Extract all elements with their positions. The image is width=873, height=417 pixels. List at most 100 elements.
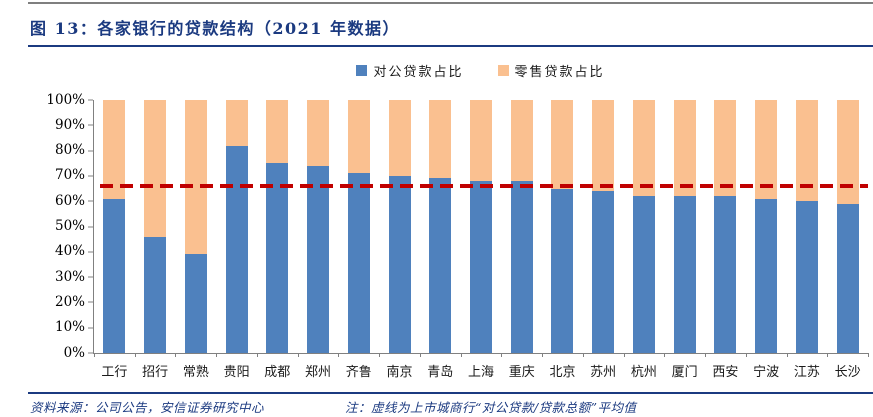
- bar-stack: [225, 100, 248, 353]
- x-axis-tick-mark: [419, 353, 421, 357]
- legend-item-retail: 零售贷款占比: [497, 61, 605, 80]
- bar-segment-对公贷款占比: [755, 198, 778, 353]
- bar-segment-对公贷款占比: [592, 191, 615, 353]
- x-axis-label-杭州: 杭州: [630, 365, 657, 380]
- y-axis-tick-label: 100%: [46, 91, 85, 108]
- bar-segment-零售贷款占比: [755, 100, 778, 199]
- y-axis-tick-label: 20%: [54, 293, 85, 310]
- x-axis-label-工行: 工行: [101, 365, 128, 380]
- bar-segment-对公贷款占比: [673, 196, 696, 353]
- bar-segment-零售贷款占比: [551, 100, 574, 189]
- bar-招行: [135, 100, 176, 353]
- bar-南京: [379, 100, 420, 353]
- figure-title: 图 13：各家银行的贷款结构（2021 年数据）: [30, 19, 400, 38]
- y-axis-tick-label: 90%: [54, 116, 85, 133]
- bar-stack: [469, 100, 492, 353]
- bar-厦门: [664, 100, 705, 353]
- chart-legend: 对公贷款占比 零售贷款占比: [93, 61, 868, 80]
- bar-segment-对公贷款占比: [103, 198, 126, 353]
- bar-segment-对公贷款占比: [551, 188, 574, 353]
- bar-segment-零售贷款占比: [592, 100, 615, 192]
- x-axis-label-成都: 成都: [264, 365, 291, 380]
- bar-segment-零售贷款占比: [632, 100, 655, 197]
- x-axis-label-厦门: 厦门: [671, 365, 698, 380]
- bar-stack: [307, 100, 330, 353]
- bar-segment-对公贷款占比: [347, 173, 370, 353]
- bar-郑州: [298, 100, 339, 353]
- x-axis-label-南京: 南京: [386, 365, 413, 380]
- bar-segment-对公贷款占比: [388, 175, 411, 353]
- x-axis-label-贵阳: 贵阳: [223, 365, 250, 380]
- y-axis-tick-mark: [87, 175, 93, 177]
- bar-segment-零售贷款占比: [103, 100, 126, 199]
- y-axis-tick-label: 50%: [54, 217, 85, 234]
- bar-segment-对公贷款占比: [266, 163, 289, 353]
- x-axis-tick-mark: [664, 353, 666, 357]
- bar-stack: [755, 100, 778, 353]
- bar-segment-对公贷款占比: [632, 196, 655, 353]
- y-axis-tick-mark: [87, 301, 93, 303]
- y-axis-tick-label: 70%: [54, 167, 85, 184]
- bar-长沙: [827, 100, 868, 353]
- x-axis-tick-mark: [94, 353, 95, 357]
- bar-stack: [429, 100, 452, 353]
- bar-segment-对公贷款占比: [307, 165, 330, 353]
- x-axis-label-西安: 西安: [712, 365, 739, 380]
- legend-label-retail: 零售贷款占比: [514, 65, 605, 80]
- bar-stack: [388, 100, 411, 353]
- y-axis-tick-mark: [87, 99, 93, 101]
- y-axis-tick-mark: [87, 150, 93, 152]
- bar-贵阳: [216, 100, 257, 353]
- x-axis-tick-mark: [379, 353, 381, 357]
- bar-segment-对公贷款占比: [469, 180, 492, 353]
- bar-青岛: [420, 100, 461, 353]
- y-axis-tick-mark: [87, 200, 93, 202]
- bar-工行: [94, 100, 135, 353]
- legend-swatch-retail: [497, 65, 509, 76]
- bar-stack: [347, 100, 370, 353]
- bar-stack: [795, 100, 818, 353]
- bar-stack: [673, 100, 696, 353]
- x-axis-label-北京: 北京: [549, 365, 576, 380]
- x-axis-tick-mark: [542, 353, 544, 357]
- legend-item-corporate: 对公贷款占比: [356, 61, 463, 80]
- chart-plot-area: 工行 招行 常熟 贵阳 成都 郑州 齐鲁 南京 青岛 上海 重庆 北京 苏州 杭州 厦门 西安 宁波 江苏 长沙 0…: [46, 93, 869, 380]
- x-axis-label-江苏: 江苏: [793, 365, 820, 380]
- x-axis-labels: 工行 招行 常熟 贵阳 成都 郑州 齐鲁 南京 青岛 上海 重庆 北京 苏州 杭州 厦门 西安 宁波 江苏 长沙: [94, 361, 868, 380]
- bar-segment-对公贷款占比: [836, 203, 859, 353]
- footer-divider: [28, 392, 873, 394]
- bar-常熟: [175, 100, 216, 353]
- bar-segment-零售贷款占比: [347, 100, 370, 174]
- bar-segment-零售贷款占比: [714, 100, 737, 197]
- x-axis-tick-mark: [338, 353, 340, 357]
- bar-杭州: [624, 100, 665, 353]
- bar-segment-对公贷款占比: [795, 201, 818, 353]
- x-axis-label-招行: 招行: [142, 365, 169, 380]
- bar-segment-零售贷款占比: [836, 100, 859, 204]
- bar-成都: [257, 100, 298, 353]
- bar-series-container: [94, 100, 868, 353]
- bar-segment-对公贷款占比: [510, 180, 533, 353]
- bar-segment-对公贷款占比: [184, 254, 207, 353]
- x-axis-tick-mark: [134, 353, 136, 357]
- top-divider: [28, 2, 873, 4]
- x-axis-label-青岛: 青岛: [427, 365, 454, 380]
- y-axis-tick-mark: [87, 251, 93, 253]
- title-divider: [28, 45, 873, 47]
- bar-stack: [632, 100, 655, 353]
- bar-segment-零售贷款占比: [266, 100, 289, 164]
- bar-segment-零售贷款占比: [144, 100, 167, 237]
- x-axis-label-常熟: 常熟: [182, 365, 209, 380]
- bar-segment-零售贷款占比: [795, 100, 818, 202]
- x-axis-tick-mark: [460, 353, 462, 357]
- bar-齐鲁: [338, 100, 379, 353]
- bar-stack: [551, 100, 574, 353]
- bar-segment-对公贷款占比: [144, 236, 167, 353]
- bar-重庆: [501, 100, 542, 353]
- source-note: 资料来源：公司公告，安信证券研究中心: [30, 400, 265, 415]
- average-dashed-line: [100, 184, 868, 189]
- x-axis-label-宁波: 宁波: [753, 365, 780, 380]
- y-axis-tick-label: 60%: [54, 192, 85, 209]
- y-axis-tick-label: 80%: [54, 141, 85, 158]
- bar-segment-零售贷款占比: [429, 100, 452, 179]
